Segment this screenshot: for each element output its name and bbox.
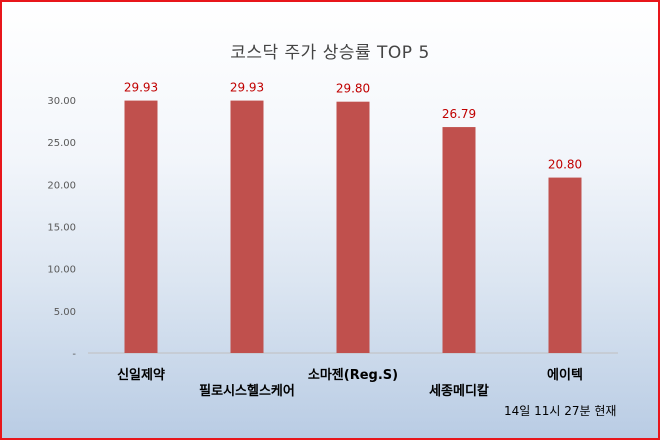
category-label: 필로시스헬스케어 (199, 383, 295, 399)
bar-3 (336, 101, 370, 353)
category-label: 에이텍 (547, 367, 583, 383)
y-tick-label: 30.00 (47, 96, 76, 107)
y-tick-label: 10.00 (47, 265, 76, 276)
category-label: 세종메디칼 (429, 383, 489, 399)
y-tick-label: - (72, 349, 76, 360)
data-label: 29.93 (230, 81, 264, 95)
data-label: 26.79 (442, 107, 476, 121)
bar-1 (124, 100, 158, 353)
bar-4 (442, 127, 476, 353)
bar-5 (548, 177, 582, 353)
bar-2 (230, 100, 264, 353)
data-label: 20.80 (548, 158, 582, 172)
category-label: 신일제약 (117, 367, 165, 383)
y-tick-label: 15.00 (47, 223, 76, 234)
data-label: 29.80 (336, 82, 370, 96)
y-tick-label: 25.00 (47, 138, 76, 149)
y-tick-label: 5.00 (54, 307, 76, 318)
data-label: 29.93 (124, 81, 158, 95)
timestamp-note: 14일 11시 27분 현재 (504, 404, 617, 418)
chart-title: 코스닥 주가 상승률 TOP 5 (230, 43, 430, 63)
category-label: 소마젠(Reg.S) (308, 367, 398, 383)
y-tick-label: 20.00 (47, 180, 76, 191)
